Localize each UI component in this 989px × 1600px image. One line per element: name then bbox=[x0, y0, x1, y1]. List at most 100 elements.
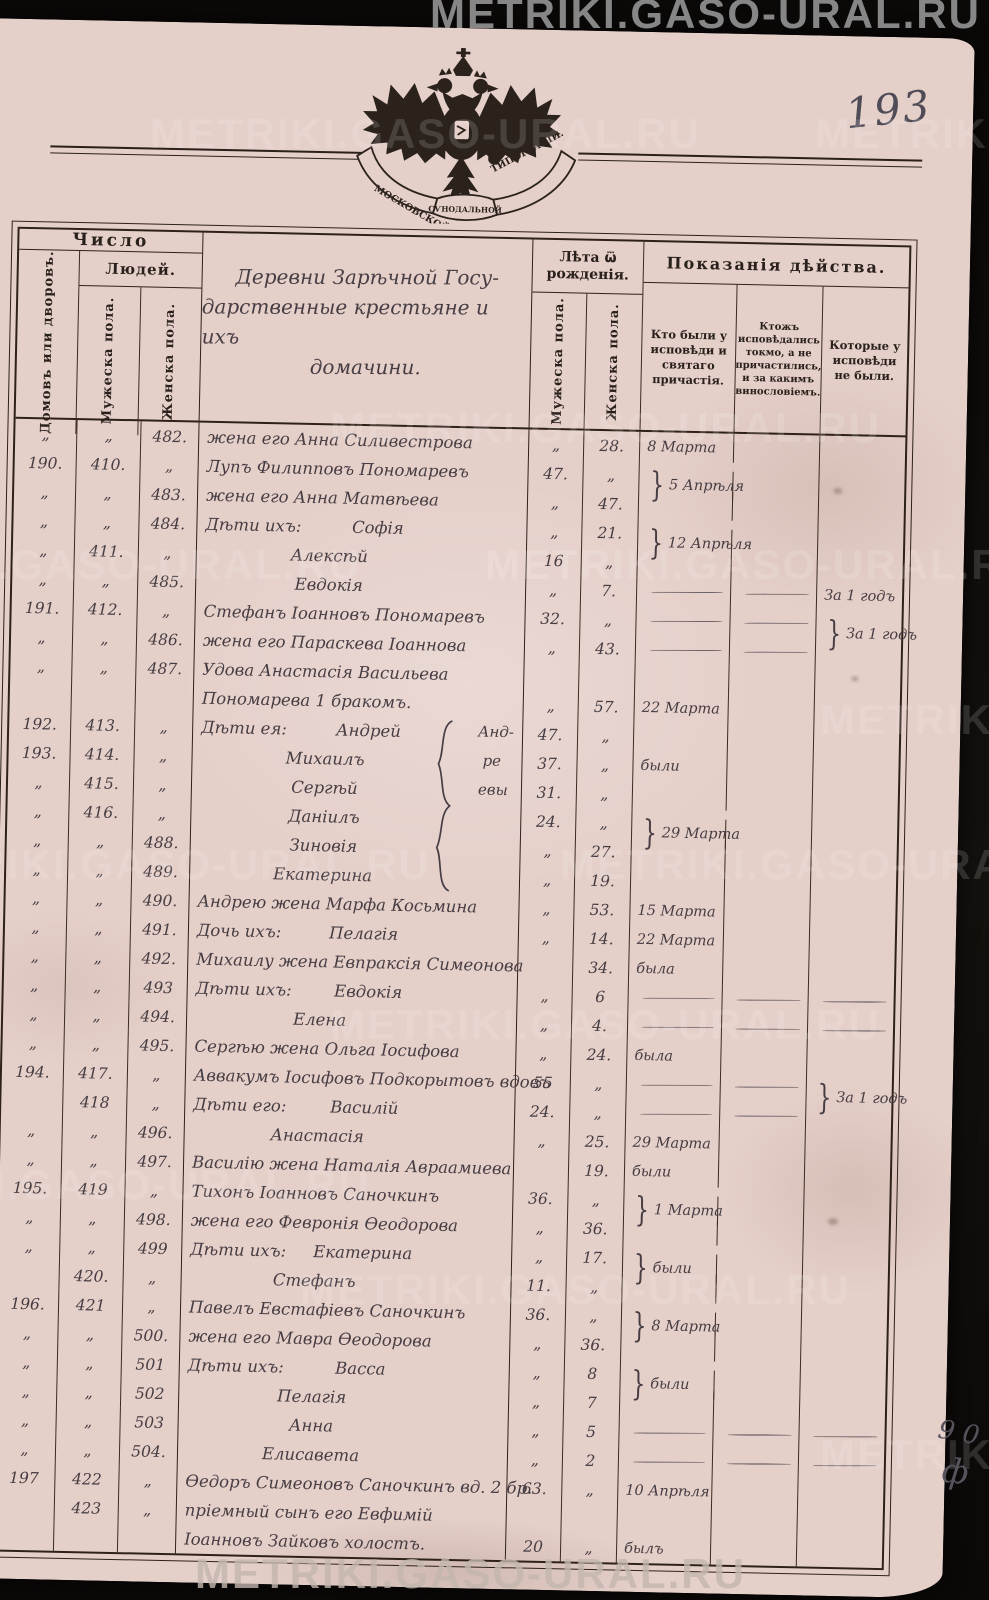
cell-female-no: 489. bbox=[131, 856, 191, 887]
cell-age-female: 25. bbox=[569, 1126, 626, 1157]
person-name: жена его Анна Силивестрова bbox=[207, 427, 474, 453]
cell-female-no: „ bbox=[123, 1262, 182, 1293]
cell-age-male: 47. bbox=[522, 719, 579, 750]
cell-house-no: „ bbox=[0, 1346, 59, 1377]
person-name: Іоанновъ Зайковъ холостъ. bbox=[183, 1529, 426, 1554]
cell-house-no: 192. bbox=[8, 708, 72, 739]
child-name: Пелагія bbox=[328, 923, 399, 944]
cell-age-female: 28. bbox=[583, 430, 641, 461]
dash-mark bbox=[649, 649, 722, 651]
cell-action-confessed: были bbox=[633, 750, 728, 782]
action-text: была bbox=[636, 960, 675, 978]
person-name: Дѣти ихъ: bbox=[205, 514, 302, 536]
child-name: Стефанъ bbox=[272, 1270, 356, 1292]
cell-action-confessed-only bbox=[727, 752, 814, 784]
cell-action-absent bbox=[819, 494, 905, 525]
person-name: Тихонъ Іоанновъ Саночкинъ bbox=[191, 1181, 440, 1206]
cell-age-male: „ bbox=[512, 1212, 569, 1243]
cell-age-female: 47. bbox=[582, 488, 640, 519]
cell-action-confessed-only bbox=[719, 1100, 807, 1132]
cell-male-no: 413. bbox=[70, 709, 136, 741]
cell-age-female: 14. bbox=[573, 923, 631, 954]
cell-action-absent: } За 1 годъ bbox=[816, 613, 917, 653]
header-houses-column: Домовъ или дворовъ. bbox=[15, 249, 81, 435]
cell-action-absent bbox=[801, 1334, 887, 1365]
cell-age-female: 24. bbox=[571, 1039, 628, 1070]
cell-action-confessed bbox=[635, 634, 731, 666]
cell-action-absent bbox=[800, 1392, 886, 1423]
cell-age-male: „ bbox=[508, 1415, 564, 1446]
cell-action-absent bbox=[809, 957, 895, 988]
person-name: Дѣти ея: bbox=[200, 717, 288, 739]
person-name: жена его Мавра Ѳеодорова bbox=[188, 1326, 432, 1351]
child-name: Анастасія bbox=[270, 1125, 365, 1147]
cell-age-female bbox=[579, 662, 636, 693]
cell-action-confessed bbox=[636, 605, 731, 637]
cell-age-male: „ bbox=[525, 574, 582, 605]
cell-age-female: 19. bbox=[574, 865, 632, 896]
cell-age-female: „ bbox=[580, 604, 637, 635]
cell-action-absent bbox=[812, 813, 898, 844]
cell-action-confessed bbox=[626, 1069, 722, 1101]
dash-mark bbox=[640, 1084, 713, 1086]
person-name: Аввакумъ Іосифовъ Подкорытовъ вдовъ bbox=[193, 1065, 551, 1093]
cell-age-male bbox=[524, 661, 580, 692]
cell-action-confessed-only bbox=[711, 1506, 798, 1538]
cell-age-female: „ bbox=[569, 1097, 627, 1128]
action-text: были bbox=[631, 1163, 672, 1181]
cell-female-no: 496. bbox=[126, 1117, 185, 1148]
cell-age-male bbox=[506, 1502, 563, 1533]
cell-age-male: 32. bbox=[525, 603, 581, 634]
header-village-title: Деревни Зарѣчной Госу- дарственные крест… bbox=[199, 232, 534, 428]
cell-action-absent bbox=[814, 697, 900, 728]
cell-action-confessed-only bbox=[717, 1216, 805, 1248]
cell-action-absent bbox=[799, 1421, 885, 1452]
cell-male-no: 421 bbox=[58, 1289, 124, 1321]
cell-age-male: „ bbox=[508, 1386, 565, 1417]
cell-male-no: „ bbox=[57, 1347, 123, 1379]
cell-age-male: 55 bbox=[515, 1067, 572, 1098]
cell-house-no bbox=[1, 1085, 64, 1116]
cell-male-no: „ bbox=[73, 564, 139, 596]
cell-age-male: 31. bbox=[521, 777, 578, 808]
cell-male-no: „ bbox=[61, 1144, 127, 1176]
cell-female-no: „ bbox=[138, 537, 198, 568]
dash-mark bbox=[743, 651, 808, 653]
child-name: Сергѣй bbox=[291, 777, 358, 798]
cell-female-no: 495. bbox=[128, 1030, 187, 1061]
cell-action-absent: } За 1 годъ bbox=[806, 1077, 907, 1117]
action-text: 8 Марта bbox=[647, 438, 717, 456]
cell-action-confessed-only bbox=[720, 1071, 808, 1103]
cell-action-confessed-only bbox=[732, 491, 820, 523]
child-name: Даніилъ bbox=[287, 806, 360, 828]
cell-action-confessed: 15 Марта bbox=[630, 895, 725, 927]
child-name: Евдокія bbox=[294, 574, 363, 596]
cell-house-no bbox=[0, 1491, 56, 1522]
cell-action-confessed-only bbox=[716, 1274, 803, 1306]
chest-shield bbox=[452, 119, 471, 141]
dash-mark bbox=[651, 591, 724, 593]
child-name: Евдокія bbox=[333, 981, 403, 1002]
cell-male-no: „ bbox=[68, 825, 134, 857]
cell-action-confessed: } 29 Марта bbox=[631, 812, 740, 853]
cell-action-confessed-only bbox=[714, 1361, 802, 1393]
cell-age-male: 24. bbox=[520, 806, 577, 837]
cell-house-no: „ bbox=[0, 1375, 58, 1406]
action-text: 12 Апрѣля bbox=[667, 534, 753, 553]
header-group-number: Число Домовъ или дворовъ. Людей. Мужеска… bbox=[15, 228, 204, 436]
cell-action-confessed bbox=[627, 1011, 723, 1043]
cell-action-confessed-only bbox=[716, 1245, 804, 1277]
person-name: жена его Февронія Ѳеодорова bbox=[190, 1210, 459, 1236]
action-text: 8 Марта bbox=[651, 1317, 721, 1336]
cell-action-confessed-only bbox=[721, 1042, 808, 1074]
cell-action-absent bbox=[805, 1131, 891, 1162]
cell-male-no: 410. bbox=[76, 449, 141, 480]
cell-house-no: „ bbox=[13, 505, 76, 537]
cell-age-male: 37. bbox=[522, 748, 578, 779]
cell-age-female: 36. bbox=[567, 1213, 625, 1244]
cell-age-female: 27. bbox=[575, 836, 632, 867]
person-name: Стефанъ Іоанновъ Пономаревъ bbox=[203, 601, 486, 627]
sibling-group-note: ре bbox=[482, 751, 502, 770]
cell-female-no: 501 bbox=[121, 1349, 181, 1380]
